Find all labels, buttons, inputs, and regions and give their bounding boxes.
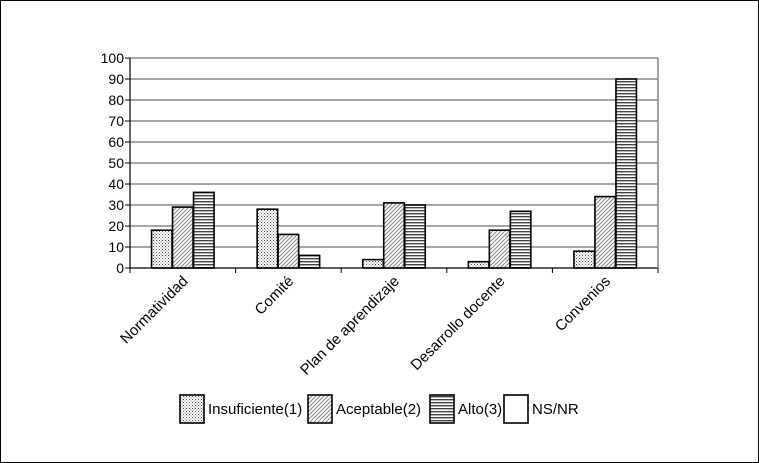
legend: Insuficiente(1) Aceptable(2) Alto(3) NS/NR [179, 394, 579, 424]
legend-swatch [307, 394, 333, 424]
y-tick-label: 10 [108, 239, 124, 255]
legend-label: Insuficiente(1) [208, 401, 302, 418]
x-category-label: Plan de aprendizaje [297, 273, 403, 379]
legend-label: Alto(3) [458, 401, 502, 418]
bar-dots [573, 250, 596, 269]
x-category-label: Desarrollo docente [407, 273, 508, 374]
y-tick-label: 30 [108, 197, 124, 213]
bar-horizontal [298, 254, 321, 269]
legend-swatch [429, 394, 455, 424]
grid-lines [130, 57, 658, 248]
bars [150, 78, 638, 269]
y-tick-label: 90 [108, 71, 124, 87]
y-tick-label: 70 [108, 113, 124, 129]
legend-label: Aceptable(2) [336, 401, 421, 418]
bar-diagonal [488, 229, 511, 269]
x-category-label: Comité [252, 273, 298, 319]
y-tick-label: 60 [108, 134, 124, 150]
bar-diagonal [277, 233, 300, 269]
y-tick-label: 100 [101, 50, 125, 66]
bar-horizontal [509, 210, 532, 269]
bar-horizontal [403, 204, 427, 269]
y-tick-label: 0 [116, 260, 124, 276]
bar-dots [150, 229, 173, 269]
y-tick-label: 40 [108, 176, 124, 192]
legend-label: NS/NR [532, 401, 579, 418]
bar-diagonal [382, 202, 406, 269]
bar-horizontal [615, 78, 638, 269]
bar-dots [256, 208, 279, 269]
legend-swatch [179, 394, 205, 424]
y-tick-label: 20 [108, 218, 124, 234]
bar-dots [467, 260, 490, 269]
x-category-label: Convenios [552, 273, 614, 335]
bar-horizontal [192, 191, 215, 269]
legend-swatch [503, 394, 529, 424]
bar-diagonal [594, 195, 617, 269]
x-category-label: Normatividad [117, 273, 192, 348]
y-tick-label: 80 [108, 92, 124, 108]
bar-dots [361, 258, 385, 269]
y-tick-label: 50 [108, 155, 124, 171]
bar-diagonal [171, 206, 194, 269]
